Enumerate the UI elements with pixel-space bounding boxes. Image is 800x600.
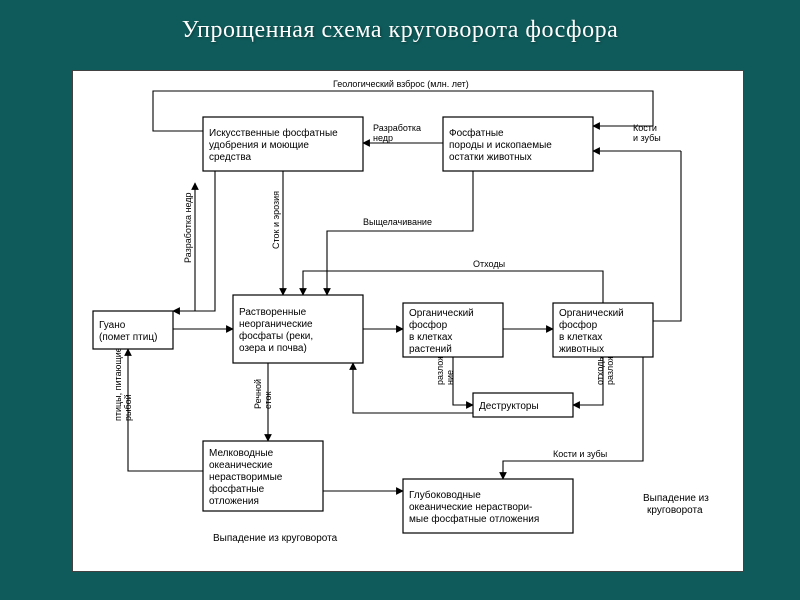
edge-label-birds: птицы, питающиесярыбой: [113, 338, 133, 421]
edge-label-mining2: Разработка недр: [183, 192, 193, 263]
slide: Упрощенная схема круговорота фосфора Гео…: [0, 0, 800, 600]
edge-fert_to_guano: [173, 171, 215, 311]
edge-animal_to_rocks: [653, 151, 681, 321]
page-title: Упрощенная схема круговорота фосфора: [0, 0, 800, 60]
node-label-destructors: Деструкторы: [479, 401, 539, 412]
footer-label-0: Выпадение из круговорота: [213, 533, 338, 544]
edge-label-leach: Выщелачивание: [363, 217, 432, 227]
edge-label-river: Речнойсток: [253, 379, 273, 409]
edge-label-bones_to_deep: Кости и зубы: [553, 449, 607, 459]
flowchart-svg: Геологический взброс (млн. лет) Разработк…: [73, 71, 743, 571]
edge-leach: [327, 171, 473, 295]
node-label-dissolved: Растворенныенеорганическиефосфаты (реки,…: [239, 307, 313, 354]
edge-label-bones_in: Костии зубы: [633, 123, 661, 143]
footer-label-1: Выпадение из: [643, 493, 709, 504]
edge-label-runoff: Сток и эрозия: [271, 191, 281, 249]
edge-birds: [128, 349, 203, 471]
edge-label-mining1: Разработканедр: [373, 123, 421, 143]
edge-bones_to_deep: [503, 357, 643, 479]
footer-label-2: круговорота: [647, 505, 703, 516]
edge-plant_decomp: [453, 357, 473, 405]
edge-label-geo: Геологический взброс (млн. лет): [333, 79, 469, 89]
diagram-canvas: Геологический взброс (млн. лет) Разработк…: [72, 70, 744, 572]
edge-label-wastes_top: Отходы: [473, 259, 505, 269]
